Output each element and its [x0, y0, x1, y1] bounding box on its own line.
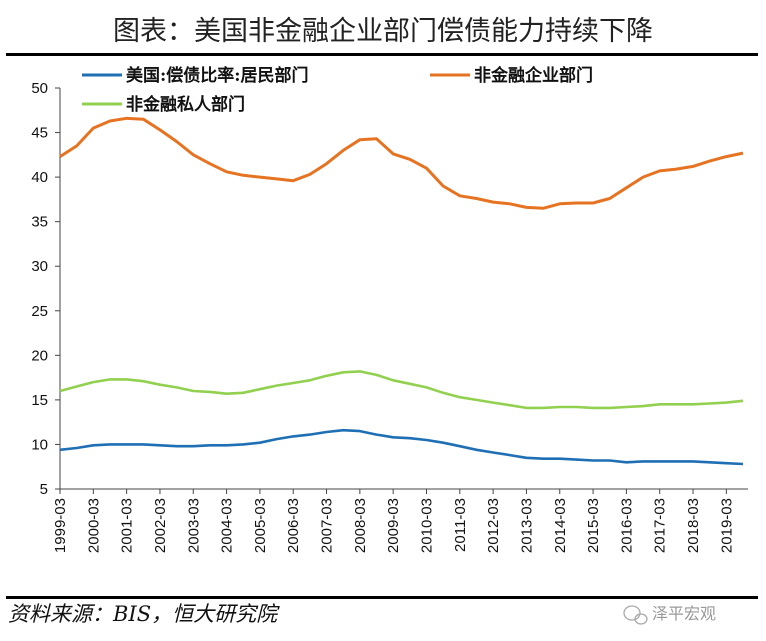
x-tick-label: 1999-03 — [52, 498, 69, 553]
x-tick-label: 2007-03 — [319, 498, 336, 553]
chart-title: 图表：美国非金融企业部门偿债能力持续下降 — [113, 16, 653, 47]
y-tick-label: 10 — [31, 436, 48, 453]
x-tick-label: 2019-03 — [718, 498, 735, 553]
top-rule — [6, 53, 758, 56]
x-tick-label: 2017-03 — [652, 498, 669, 553]
x-tick-label: 2012-03 — [485, 498, 502, 553]
legend-label-private: 非金融私人部门 — [126, 94, 245, 115]
y-tick-label: 40 — [31, 169, 48, 186]
x-tick-label: 2016-03 — [618, 498, 635, 553]
watermark: 泽平宏观 — [652, 604, 716, 623]
y-tick-label: 5 — [40, 481, 48, 498]
x-tick-label: 2010-03 — [418, 498, 435, 553]
x-tick-label: 2008-03 — [352, 498, 369, 553]
x-tick-label: 2014-03 — [552, 498, 569, 553]
legend-label-nonfin-corp: 非金融企业部门 — [474, 65, 593, 86]
x-tick-label: 2015-03 — [585, 498, 602, 553]
bottom-rule — [6, 596, 758, 599]
x-tick-label: 2000-03 — [85, 498, 102, 553]
series-lines — [59, 116, 744, 466]
x-tick-label: 2009-03 — [385, 498, 402, 553]
axes: 5 10 15 20 25 30 35 40 45 50 1999-03 2000-03 2001-03… — [31, 80, 748, 553]
series-line-0 — [59, 428, 744, 466]
series-line-2 — [59, 370, 744, 410]
y-tick-label: 25 — [31, 303, 48, 320]
y-tick-label: 30 — [31, 258, 48, 275]
y-tick-label: 50 — [31, 80, 48, 97]
x-tick-label: 2005-03 — [252, 498, 269, 553]
x-tick-label: 2018-03 — [685, 498, 702, 553]
y-tick-label: 35 — [31, 214, 48, 231]
x-tick-label: 2001-03 — [119, 498, 136, 553]
y-tick-label: 20 — [31, 347, 48, 364]
x-tick-label: 2011-03 — [452, 498, 469, 552]
legend: 美国:偿债比率:居民部门 非金融企业部门 非金融私人部门 — [82, 65, 593, 115]
x-tick-label: 2006-03 — [285, 498, 302, 553]
x-tick-label: 2003-03 — [185, 498, 202, 553]
source-note: 资料来源：BIS，恒大研究院 — [8, 602, 280, 626]
series-line-1 — [59, 116, 744, 210]
wechat-icon — [623, 605, 648, 625]
x-tick-label: 2004-03 — [219, 498, 236, 553]
legend-label-household: 美国:偿债比率:居民部门 — [126, 65, 309, 86]
x-tick-label: 2002-03 — [152, 498, 169, 553]
x-tick-label: 2013-03 — [518, 498, 535, 553]
y-tick-label: 15 — [31, 392, 48, 409]
y-tick-label: 45 — [31, 125, 48, 142]
